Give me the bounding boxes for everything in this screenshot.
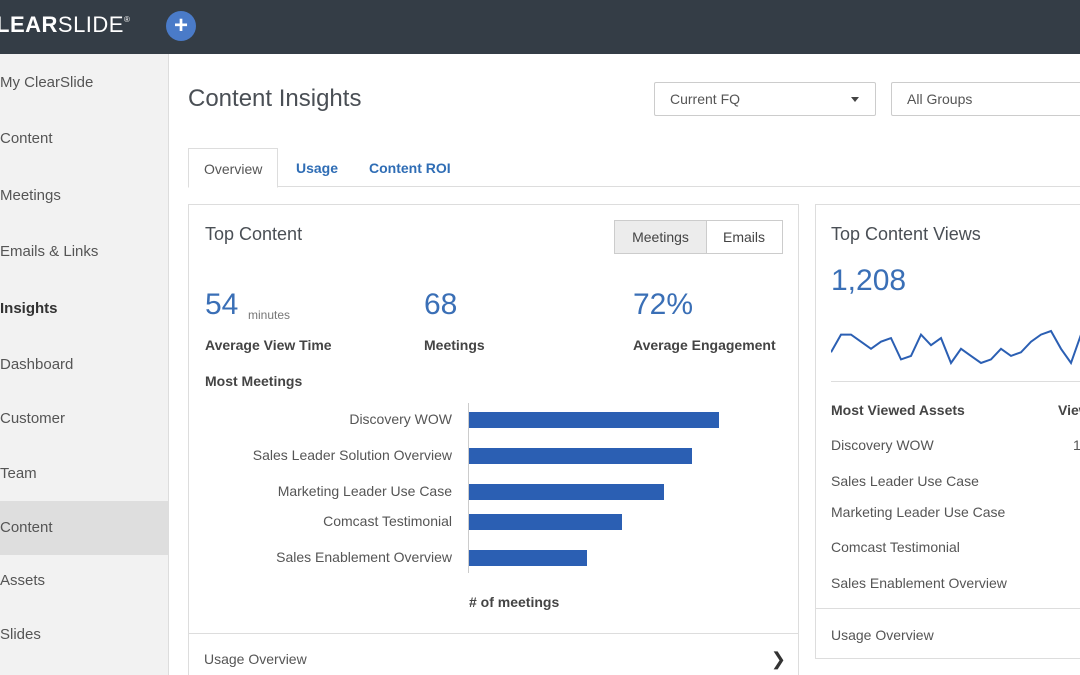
tab-content-roi[interactable]: Content ROI <box>369 160 451 176</box>
chart-x-axis-label: # of meetings <box>469 594 560 610</box>
bar[interactable] <box>469 484 664 500</box>
avg-engagement-label: Average Engagement <box>633 337 776 353</box>
meetings-toggle-button[interactable]: Meetings <box>614 220 707 254</box>
chevron-right-icon: ❯ <box>770 649 786 669</box>
avg-engagement-value: 72% <box>633 288 694 321</box>
top-views-card: Top Content Views 1,208 Most Viewed Asse… <box>815 204 1080 659</box>
group-select-value: All Groups <box>907 91 973 107</box>
bar-label: Comcast Testimonial <box>323 513 452 529</box>
bar-label: Marketing Leader Use Case <box>277 483 452 499</box>
sidebar-item-customer[interactable]: Customer <box>0 410 66 427</box>
bar[interactable] <box>469 514 622 530</box>
bar-label: Sales Enablement Overview <box>276 549 452 565</box>
asset-row-name[interactable]: Sales Enablement Overview <box>831 575 1007 591</box>
asset-row-name[interactable]: Discovery WOW <box>831 437 934 453</box>
period-select[interactable]: Current FQ <box>654 82 876 116</box>
chart-title: Most Meetings <box>205 373 303 389</box>
tab-usage[interactable]: Usage <box>296 160 339 176</box>
meetings-count-value: 68 <box>424 288 458 321</box>
sidebar-item-meetings[interactable]: Meetings <box>0 187 61 204</box>
usage-overview-label: Usage Overview <box>204 651 307 667</box>
sidebar-item-content[interactable]: Content <box>0 130 53 147</box>
add-button[interactable]: + <box>166 11 196 41</box>
sparkline-path <box>831 329 1080 366</box>
avg-view-time-label: Average View Time <box>205 337 332 353</box>
top-content-title: Top Content <box>205 224 303 244</box>
asset-row-views: 1 <box>1073 437 1080 453</box>
logo-trademark: ® <box>123 15 131 24</box>
sidebar-item-team[interactable]: Team <box>0 465 37 482</box>
tab-bar: Overview Usage Content ROI <box>188 148 1080 188</box>
caret-down-icon <box>851 97 859 102</box>
emails-toggle-button[interactable]: Emails <box>706 220 783 254</box>
bar-label: Discovery WOW <box>349 411 452 427</box>
avg-view-time-value: 54 <box>205 288 239 321</box>
sidebar-item-emails-links[interactable]: Emails & Links <box>0 243 99 260</box>
sidebar-item-insights[interactable]: Insights <box>0 300 58 317</box>
sidebar-item-my-clearslide[interactable]: My ClearSlide <box>0 74 94 91</box>
asset-row-name[interactable]: Comcast Testimonial <box>831 539 960 555</box>
asset-row-name[interactable]: Marketing Leader Use Case <box>831 504 1006 520</box>
sidebar-item-dashboard[interactable]: Dashboard <box>0 356 74 373</box>
views-sparkline <box>831 329 1080 366</box>
usage-overview-label-2: Usage Overview <box>831 627 934 643</box>
sidebar-item-assets[interactable]: Assets <box>0 572 46 589</box>
clearslide-logo[interactable]: LEARSLIDE® <box>0 12 130 38</box>
top-bar: LEARSLIDE® + <box>0 0 1080 54</box>
bar[interactable] <box>469 412 719 428</box>
sidebar: My ClearSlide Content Meetings Emails & … <box>0 54 169 675</box>
page-title: Content Insights <box>188 85 362 112</box>
divider <box>831 381 1080 382</box>
period-select-value: Current FQ <box>670 91 741 107</box>
top-content-card: Top Content Meetings Emails 54 minutes A… <box>188 204 799 675</box>
meetings-count-label: Meetings <box>424 337 485 353</box>
logo-text-bold: LEAR <box>0 12 58 37</box>
asset-row-name[interactable]: Sales Leader Use Case <box>831 473 979 489</box>
group-select[interactable]: All Groups <box>891 82 1080 116</box>
total-views-value: 1,208 <box>831 264 907 297</box>
sidebar-item-insights-content[interactable]: Content <box>0 501 168 555</box>
bar[interactable] <box>469 448 692 464</box>
usage-overview-link-2[interactable]: Usage Overview <box>816 608 1080 658</box>
chart-axis-line <box>468 403 469 573</box>
tab-overview[interactable]: Overview <box>188 148 279 188</box>
most-viewed-assets-header: Most Viewed Assets <box>831 402 965 418</box>
top-views-title: Top Content Views <box>831 224 981 244</box>
plus-icon: + <box>173 12 188 39</box>
bar-label: Sales Leader Solution Overview <box>252 447 452 463</box>
sidebar-item-slides[interactable]: Slides <box>0 626 41 643</box>
views-column-header: Views <box>1058 402 1080 418</box>
main-content: Content Insights Current FQ All Groups O… <box>169 54 1080 675</box>
bar[interactable] <box>469 550 587 566</box>
usage-overview-link[interactable]: Usage Overview ❯ <box>189 633 798 675</box>
logo-text-light: SLIDE <box>57 12 124 37</box>
avg-view-time-unit: minutes <box>248 308 291 322</box>
